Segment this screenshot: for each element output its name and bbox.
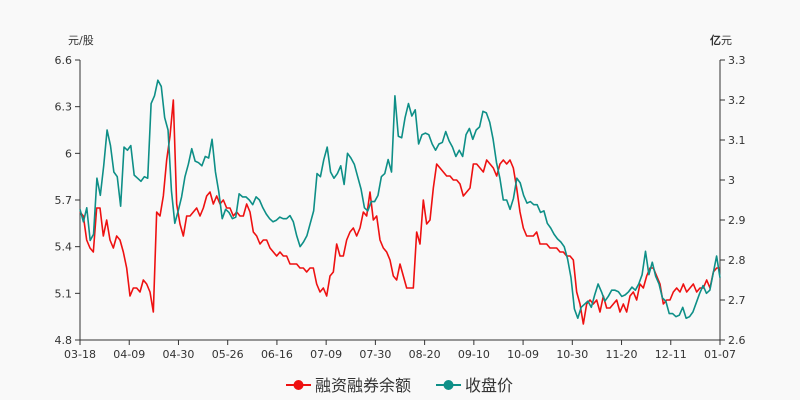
right-y-tick-label: 3.3: [728, 54, 746, 67]
left-y-tick-label: 5.1: [55, 287, 73, 300]
right-y-unit-bold: 亿: [710, 33, 721, 47]
x-tick-label: 05-26: [212, 348, 244, 361]
legend-label: 收盘价: [465, 376, 513, 395]
x-tick-label: 12-11: [655, 348, 687, 361]
series-line-close-price: [79, 79, 721, 320]
right-y-tick-label: 3: [728, 174, 735, 187]
x-tick-label: 11-20: [606, 348, 638, 361]
legend-marker[interactable]: [443, 380, 454, 390]
series-lines: [79, 79, 721, 325]
left-y-tick-label: 4.8: [55, 334, 73, 347]
right-y-unit-label: 亿元: [710, 33, 732, 47]
left-y-tick-label: 5.4: [55, 241, 73, 254]
x-tick-label: 04-09: [113, 348, 145, 361]
left-y-unit-label: 元/股: [68, 34, 94, 47]
axes: 4.8 5.1 5.4 5.7 6 6.3 6.6 元/股 2.6 2.7 2.8 2.9 3 3.1 3.…: [55, 33, 746, 361]
x-tick-label: 07-09: [310, 348, 342, 361]
left-y-tick-label: 5.7: [55, 194, 73, 207]
series-line-margin-balance: [79, 99, 720, 325]
left-y-tick-label: 6.3: [55, 101, 73, 114]
legend: 融资融券余额 收盘价: [286, 376, 513, 395]
right-y-tick-label: 3.1: [728, 134, 746, 147]
right-y-unit-rest: 元: [721, 34, 732, 47]
x-tick-label: 06-16: [261, 348, 293, 361]
left-y-tick-label: 6: [65, 147, 72, 160]
left-y-tick-label: 6.6: [55, 54, 73, 67]
x-tick-label: 03-18: [64, 348, 96, 361]
right-y-tick-label: 2.8: [728, 254, 746, 267]
right-y-tick-label: 3.2: [728, 94, 746, 107]
legend-marker[interactable]: [293, 380, 304, 390]
x-tick-label: 01-07: [704, 348, 736, 361]
x-tick-label: 08-20: [409, 348, 441, 361]
x-tick-label: 09-10: [458, 348, 490, 361]
x-tick-label: 07-30: [359, 348, 391, 361]
legend-label: 融资融券余额: [315, 376, 411, 395]
right-y-tick-label: 2.6: [728, 334, 746, 347]
right-y-tick-label: 2.9: [728, 214, 746, 227]
x-tick-label: 04-30: [162, 348, 194, 361]
x-tick-label: 10-30: [556, 348, 588, 361]
x-tick-label: 10-09: [507, 348, 539, 361]
right-y-tick-label: 2.7: [728, 294, 746, 307]
